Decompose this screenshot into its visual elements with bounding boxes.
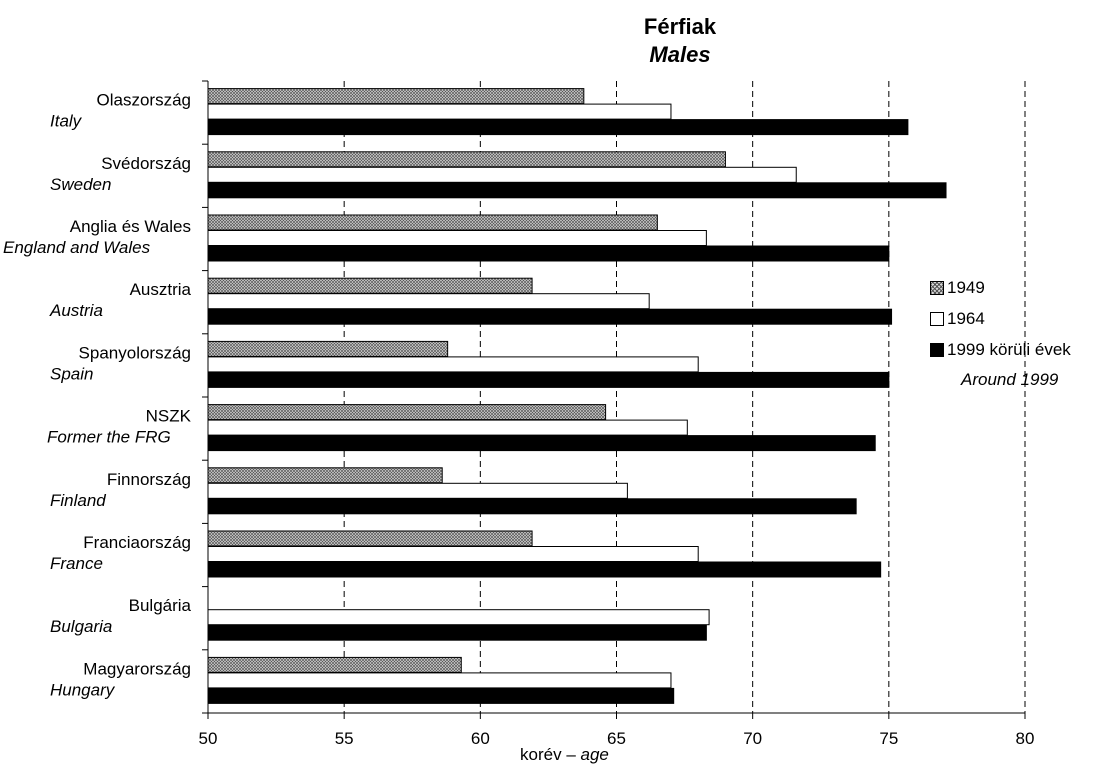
bar-1964-6: [207, 482, 628, 499]
category-label-hu: NSZK: [146, 407, 192, 426]
bar-1999-1: [207, 182, 947, 199]
category-label-hu: Spanyolország: [79, 343, 191, 362]
chart-title: Férfiak: [643, 14, 717, 39]
bar-1999-9: [207, 687, 675, 704]
bar-1964-5: [207, 419, 688, 436]
bar-1999-4: [207, 371, 890, 388]
bar-1964-9: [207, 672, 672, 689]
bar-1964-1: [207, 166, 797, 183]
bar-1964-8: [207, 609, 710, 626]
category-label-en: Spain: [50, 364, 93, 383]
bar-1964-0: [207, 103, 672, 120]
x-tick-label-60: 60: [471, 729, 490, 748]
bar-1949-3: [207, 277, 533, 294]
bar-1964-2: [207, 230, 707, 246]
x-tick-label-75: 75: [879, 729, 898, 748]
category-label-hu: Bulgária: [129, 596, 192, 615]
legend-swatch-1949: [930, 280, 944, 295]
x-tick-label-55: 55: [335, 729, 354, 748]
category-label-en: Bulgaria: [50, 617, 112, 636]
category-label-en: Finland: [50, 491, 106, 510]
legend-item-1964: 1964: [930, 303, 1071, 334]
category-label-hu: Magyarország: [83, 659, 191, 678]
category-label-en: Italy: [50, 112, 83, 131]
category-label-hu: Svédország: [101, 154, 191, 173]
category-label-hu: Franciaország: [83, 533, 191, 552]
bar-1999-7: [207, 561, 882, 578]
x-axis-title-hu: korév: [520, 745, 562, 764]
bar-1964-7: [207, 546, 699, 562]
bar-1949-2: [207, 214, 658, 231]
legend-label-1999: 1999 körüli évek: [947, 339, 1071, 359]
bar-1949-0: [207, 88, 585, 105]
legend-label-1964: 1964: [947, 308, 985, 328]
bar-1964-4: [207, 356, 699, 373]
chart-subtitle: Males: [649, 42, 711, 67]
category-label-en: France: [50, 554, 103, 573]
x-tick-label-70: 70: [743, 729, 762, 748]
bar-1999-5: [207, 435, 876, 452]
bar-1949-5: [207, 404, 607, 421]
x-axis-title: korév – age: [520, 745, 609, 765]
category-label-hu: Ausztria: [130, 280, 192, 299]
category-label-en: Former the FRG: [47, 428, 171, 447]
bar-1949-9: [207, 656, 462, 673]
category-label-hu: Finnország: [107, 470, 191, 489]
bar-1999-8: [207, 624, 707, 641]
x-axis-title-separator: –: [566, 745, 576, 764]
category-label-en: Sweden: [50, 175, 111, 194]
x-tick-label-50: 50: [199, 729, 218, 748]
legend-label-1949: 1949: [947, 277, 985, 297]
legend-item-1949: 1949: [930, 272, 1071, 303]
category-label-hu: Anglia és Wales: [70, 217, 191, 236]
bar-1999-2: [207, 245, 890, 262]
category-label-hu: Olaszország: [97, 91, 191, 110]
bar-1949-7: [207, 530, 533, 547]
bar-1999-3: [207, 308, 893, 325]
bar-1999-0: [207, 119, 909, 136]
legend-swatch-1964: [930, 311, 944, 326]
category-label-en: Hungary: [50, 680, 116, 699]
x-tick-label-65: 65: [607, 729, 626, 748]
legend-swatch-1999: [930, 342, 944, 357]
bar-1964-3: [207, 293, 650, 310]
bar-1949-6: [207, 467, 443, 484]
category-label-en: Austria: [49, 301, 103, 320]
bar-1949-4: [207, 340, 449, 357]
bar-1999-6: [207, 498, 857, 515]
category-label-en: England and Wales: [3, 238, 151, 257]
legend-note: Around 1999: [961, 370, 1059, 389]
legend: 1949 1964 1999 körüli évek Around 1999: [930, 272, 1071, 390]
x-axis-title-en: age: [580, 745, 609, 764]
x-tick-label-80: 80: [1016, 729, 1035, 748]
bar-1949-1: [207, 151, 726, 168]
legend-item-1999: 1999 körüli évek: [930, 334, 1071, 365]
